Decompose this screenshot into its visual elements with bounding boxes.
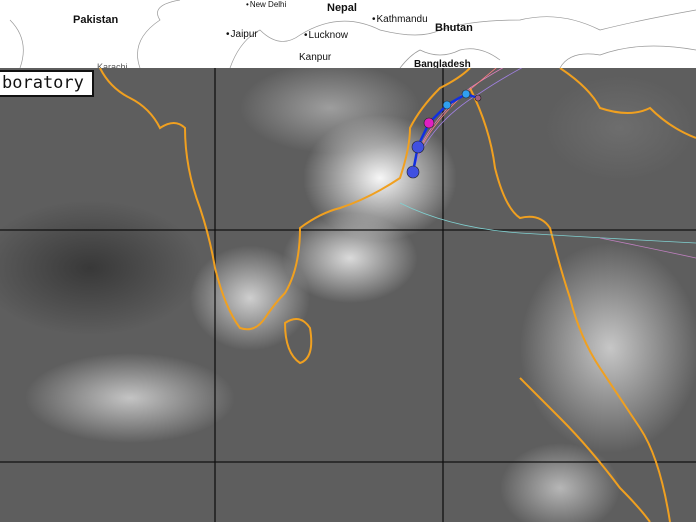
- city-label: Kanpur: [299, 52, 332, 63]
- country-label: Nepal: [327, 2, 357, 14]
- country-label: Pakistan: [73, 14, 119, 26]
- lab-label: boratory: [0, 70, 94, 97]
- basemap: Pakistan Nepal Bhutan Bangladesh New Del…: [0, 0, 696, 72]
- satellite-image: [0, 68, 696, 522]
- map-overlay: [0, 68, 696, 522]
- city-label: Karachi: [97, 62, 128, 72]
- coastline: [99, 68, 696, 522]
- city-label: Kathmandu: [372, 14, 428, 25]
- lat-lon-grid: [0, 68, 696, 522]
- city-label: Jaipur: [226, 29, 258, 40]
- city-label: New Delhi: [246, 0, 286, 9]
- country-label: Bangladesh: [414, 59, 471, 70]
- city-label: Lucknow: [304, 30, 348, 41]
- track-points: [406, 89, 482, 179]
- country-label: Bhutan: [435, 22, 473, 34]
